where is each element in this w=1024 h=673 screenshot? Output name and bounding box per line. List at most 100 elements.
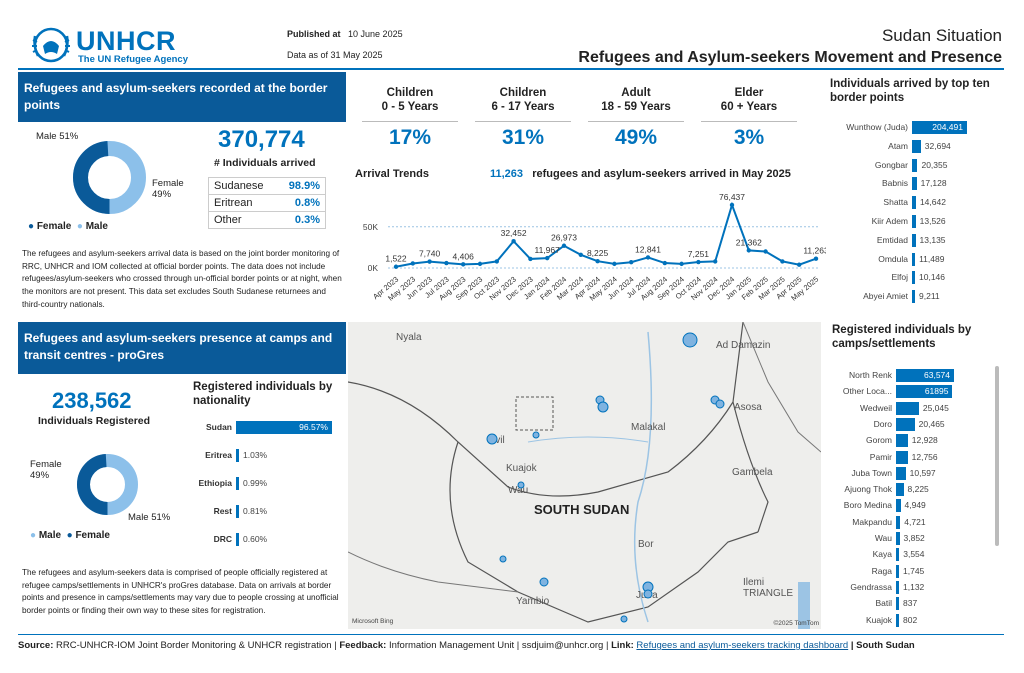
trend-point[interactable] (477, 261, 483, 267)
border-point-row-bar (912, 290, 915, 304)
camp-row[interactable]: Juba Town 10,597 (830, 466, 994, 481)
trend-point[interactable] (763, 249, 768, 254)
age-range: 60 + Years (720, 101, 778, 114)
camp-row-value: 20,465 (918, 418, 945, 429)
border-point-row[interactable]: Elfoj 10,146 (830, 271, 1007, 285)
nationality-bar-row[interactable]: DRC 0.60% (190, 533, 372, 547)
dashboard-link[interactable]: Refugees and asylum-seekers tracking das… (636, 640, 849, 651)
trend-point[interactable] (393, 264, 399, 269)
nationality-bar-row[interactable]: Rest 0.81% (190, 505, 372, 519)
camp-row[interactable]: Wedweil 25,045 (830, 401, 994, 416)
border-point-row[interactable]: Shatta 14,642 (830, 196, 1007, 210)
nationality-row: Sudanese 98.9% (208, 177, 326, 195)
trend-point[interactable] (662, 260, 667, 266)
border-point-row-label: Gongbar (874, 159, 908, 170)
border-point-row[interactable]: Kiir Adem 13,526 (830, 215, 1007, 229)
map-place-label: Ad Damazin (716, 340, 771, 351)
camp-row[interactable]: Kaya 3,554 (830, 548, 994, 562)
map-place-label: Asosa (734, 402, 762, 413)
border-panel-heading: Refugees and asylum-seekers recorded at … (18, 72, 346, 122)
border-point-row[interactable]: Omdula 11,489 (830, 252, 1007, 267)
camp-row-label: Batil (875, 598, 892, 609)
unhcr-logo-icon (32, 27, 70, 63)
trend-point[interactable] (713, 259, 718, 264)
trend-point[interactable] (511, 239, 516, 244)
camp-row-value: 1,132 (903, 581, 925, 592)
border-point-row[interactable]: Atam 32,694 (830, 139, 1007, 154)
camps-scrollbar[interactable] (995, 366, 999, 546)
border-point-row-bar (912, 233, 916, 247)
map[interactable]: Nyala Ad Damazin Asosa Malakal Gambela Kuajok… (348, 322, 821, 629)
camp-row[interactable]: Gendrassa 1,132 (830, 580, 994, 595)
trend-point[interactable] (645, 255, 651, 260)
border-point-row-label: Omdula (878, 253, 908, 264)
camp-row[interactable]: Makpandu 4,721 (830, 515, 994, 530)
border-point-row[interactable]: Wunthow (Juda) 204,491 (830, 121, 1007, 135)
trend-point[interactable] (545, 255, 550, 261)
trend-point[interactable] (729, 202, 735, 208)
trend-point[interactable] (780, 259, 785, 264)
nationality-row: Eritrean 0.8% (208, 194, 326, 212)
trend-point[interactable] (427, 259, 432, 264)
camp-row[interactable]: Wau 3,852 (830, 532, 994, 546)
camp-row-value: 8,225 (907, 484, 929, 495)
map-place-label: Bor (638, 539, 654, 550)
camp-row-label: Kuajok (866, 614, 892, 625)
camp-row-bar (896, 580, 899, 594)
camp-row[interactable]: Pamir 12,756 (830, 450, 994, 465)
nationality-bar-row[interactable]: Sudan 96.57% (190, 421, 372, 435)
trend-point[interactable] (679, 261, 684, 267)
camp-row-bar (896, 434, 908, 448)
trend-point[interactable] (410, 261, 415, 266)
presence-total: 238,562 (52, 388, 132, 413)
camp-row-bar (896, 369, 954, 382)
trend-point[interactable] (612, 261, 617, 267)
border-point-row[interactable]: Emtidad 13,135 (830, 233, 1007, 248)
trend-point[interactable] (629, 260, 634, 265)
trend-point[interactable] (444, 260, 449, 266)
nationality-bar-row[interactable]: Eritrea 1.03% (190, 449, 372, 463)
published-date: 10 June 2025 (348, 29, 403, 39)
trend-point[interactable] (797, 262, 802, 267)
camp-row-bar (896, 515, 901, 529)
trend-y-tick: 0K (368, 263, 379, 273)
map-country-label: SOUTH SUDAN (534, 502, 630, 517)
nationality-bar-row-bar (236, 449, 239, 462)
trend-point[interactable] (595, 259, 600, 264)
camp-row[interactable]: Kuajok 802 (830, 613, 994, 628)
trend-point[interactable] (461, 262, 466, 267)
age-range: 6 - 17 Years (491, 101, 555, 114)
trend-point[interactable] (494, 259, 499, 264)
camp-row-value: 837 (903, 598, 918, 609)
donut-female-slice (77, 454, 138, 515)
camp-row-value: 63,574 (924, 370, 950, 380)
border-point-row[interactable]: Abyei Amiet 9,211 (830, 290, 1007, 304)
camp-row[interactable]: Batil 837 (830, 597, 994, 611)
age-title: Adult (621, 87, 651, 99)
org-name: UNHCR (76, 26, 176, 56)
nationality-bar-row[interactable]: Ethiopia 0.99% (190, 477, 372, 491)
map-geography (348, 322, 821, 629)
border-point-row[interactable]: Gongbar 20,355 (830, 158, 1007, 173)
camp-row-bar (896, 499, 901, 513)
camp-row-bar (896, 450, 908, 464)
trend-point[interactable] (746, 248, 751, 253)
trend-point[interactable] (528, 256, 533, 262)
trend-point[interactable] (813, 256, 819, 261)
trend-point[interactable] (578, 252, 583, 257)
trend-data-label: 4,406 (453, 251, 475, 261)
camp-row[interactable]: North Renk 63,574 (830, 369, 994, 383)
camp-row[interactable]: Gorom 12,928 (830, 434, 994, 448)
camp-row[interactable]: Boro Medina 4,949 (830, 499, 994, 513)
camp-row[interactable]: Doro 20,465 (830, 417, 994, 432)
map-bubbles[interactable] (348, 322, 821, 629)
camp-row[interactable]: Raga 1,745 (830, 564, 994, 579)
border-male-label: Male 51% (36, 131, 79, 142)
trend-point[interactable] (561, 243, 567, 248)
camp-row[interactable]: Ajuong Thok 8,225 (830, 483, 994, 497)
camp-row-value: 4,721 (904, 516, 926, 527)
border-point-row-bar (912, 139, 921, 153)
border-point-row[interactable]: Babnis 17,128 (830, 177, 1007, 191)
trend-point[interactable] (696, 259, 701, 265)
camp-row[interactable]: Other Loca... 61895 (830, 385, 994, 399)
